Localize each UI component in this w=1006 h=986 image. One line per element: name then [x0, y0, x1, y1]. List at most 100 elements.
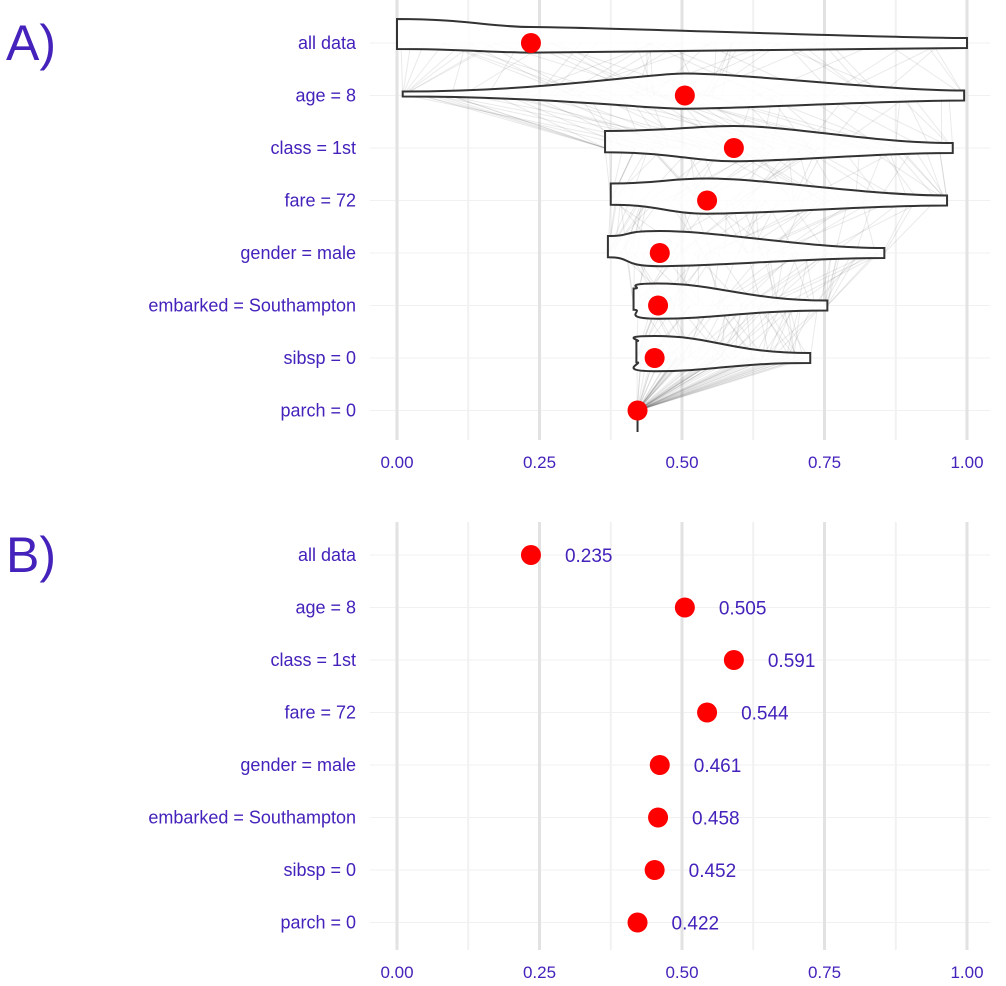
panel-a-transition-line: [764, 305, 800, 359]
panel-a-x-tick-labels: 0.00 0.25 0.50 0.75 1.00: [380, 453, 983, 472]
panel-a-transition-line: [904, 95, 931, 149]
panel-a-transition-line: [785, 305, 801, 359]
panel-a-transition-line: [826, 252, 859, 306]
panel-a-transition-line: [760, 305, 797, 359]
panel-a-transition-line: [794, 252, 871, 306]
panel-a-label-embarked-southampton: embarked = Southampton: [148, 296, 356, 316]
panel-a-transition-line: [402, 42, 445, 96]
panel-a-transition-line: [770, 305, 794, 359]
panel-a-label-sibsp-0: sibsp = 0: [283, 348, 356, 368]
panel-b-x-tick-label: 0.75: [808, 963, 841, 982]
panel-a-transition-line: [402, 42, 464, 96]
panel-a-transition-line: [766, 305, 789, 359]
panel-a-transition-line: [637, 357, 770, 411]
panel-b-point-gender-male: [649, 755, 670, 775]
panel-b-label-embarked-southampton: embarked = Southampton: [148, 808, 356, 828]
panel-b-points: [520, 545, 744, 933]
panel-a-violin-class-1st: [604, 124, 954, 163]
panel-a-transition-line: [777, 252, 799, 306]
panel-b-value-label-class-1st: 0.591: [768, 651, 816, 672]
panel-b-x-tick-label: 0.50: [665, 963, 698, 982]
panel-b-label-parch-0: parch = 0: [280, 913, 356, 933]
panel-a-x-tick-label: 0.75: [808, 453, 841, 472]
panel-a-transition-line: [813, 252, 860, 306]
panel-a-transition-line: [637, 357, 785, 411]
panel-a-transition-line: [897, 95, 954, 149]
panel-b-label-age-8: age = 8: [295, 598, 356, 618]
panel-b-category-labels: all data age = 8 class = 1st fare = 72 gende…: [148, 545, 357, 933]
panel-b-point-fare-72: [697, 702, 718, 723]
panel-a-transition-line: [637, 357, 782, 411]
panel-b-point-sibsp-0: [644, 860, 665, 880]
panel-a-transition-line: [402, 42, 412, 96]
panel-a-transition-line: [451, 42, 467, 96]
panel-a-mean-point-age-8: [674, 85, 695, 106]
panel-a-label-gender-male: gender = male: [240, 243, 356, 263]
panel-a-transition-line: [866, 147, 948, 201]
panel-a-violin-gender-male: [606, 229, 886, 268]
panel-a-transition-line: [786, 305, 814, 359]
panel-b-x-tick-label: 0.00: [380, 963, 413, 982]
panel-b-grid: [370, 522, 990, 950]
panel-a-transition-line: [844, 95, 953, 149]
panel-a-category-labels: all data age = 8 class = 1st fare = 72 gende…: [148, 33, 357, 421]
panel-a-transition-line: [948, 95, 954, 149]
panel-a-transition-line: [879, 147, 919, 201]
panel-a-label-age-8: age = 8: [295, 86, 356, 106]
panel-b-value-labels: 0.235 0.505 0.591 0.544 0.461 0.458 0.452 0.422: [565, 546, 815, 935]
panel-a-transition-line: [450, 95, 606, 149]
panel-a-transition-line: [761, 305, 823, 359]
panel-a-tag: A): [6, 15, 56, 71]
panel-a-label-parch-0: parch = 0: [280, 401, 356, 421]
panel-a-transition-line: [824, 252, 832, 306]
panel-a-transition-line: [780, 252, 883, 306]
panel-a-transition-line: [911, 95, 954, 149]
panel-b-value-label-parch-0: 0.422: [672, 914, 720, 935]
panel-b-value-label-all-data: 0.235: [565, 546, 613, 567]
panel-b-point-age-8: [674, 597, 695, 618]
panel-a-transition-line: [769, 252, 829, 306]
panel-b-x-tick-label: 1.00: [950, 963, 983, 982]
panel-a-transition-line: [861, 200, 876, 254]
panel-a-transition-line: [938, 147, 948, 201]
panel-a-transition-line: [637, 357, 777, 411]
panel-b-label-gender-male: gender = male: [240, 755, 356, 775]
panel-a-violin-embarked-southampton: [632, 282, 829, 320]
panel-a-transition-line: [804, 252, 816, 306]
panel-a-transition-line: [823, 252, 853, 306]
panel-b-point-class-1st: [723, 650, 744, 670]
panel-a-transition-line: [826, 252, 838, 306]
panel-a-transition-line: [826, 252, 876, 306]
panel-a-transition-line: [826, 252, 879, 306]
panel-a-transition-line: [762, 305, 771, 359]
panel-b-point-parch-0: [627, 912, 648, 933]
panel-a-transition-line: [931, 42, 965, 96]
panel-a-transition-line: [793, 305, 802, 359]
panel-a-transition-line: [782, 305, 796, 359]
panel-b-value-label-embarked-southampton: 0.458: [692, 809, 740, 830]
panel-a-transition-line: [826, 252, 841, 306]
panel-a-mean-point-sibsp-0: [644, 348, 665, 368]
panel-a-transition-line: [938, 147, 948, 201]
panel-a-x-tick-label: 0.00: [380, 453, 413, 472]
panel-a-transition-line: [431, 95, 606, 149]
panel-a-transition-line: [637, 357, 809, 411]
panel-b-label-sibsp-0: sibsp = 0: [283, 860, 356, 880]
panel-b: 0.235 0.505 0.591 0.544 0.461 0.458 0.452 0.422…: [6, 522, 990, 982]
panel-a-x-tick-label: 1.00: [950, 453, 983, 472]
panel-a-x-tick-label: 0.50: [665, 453, 698, 472]
panel-a-transition-line: [402, 42, 475, 96]
panel-a-transition-line: [897, 147, 948, 201]
panel-a-violin-fare-72: [609, 177, 949, 215]
panel-a-transition-line: [757, 305, 771, 359]
panel-a-transition-line: [400, 42, 404, 96]
panel-a-transition-line: [855, 200, 874, 254]
panel-b-x-tick-labels: 0.00 0.25 0.50 0.75 1.00: [380, 963, 983, 982]
panel-a-transition-line: [637, 357, 790, 411]
panel-a-label-fare-72: fare = 72: [284, 191, 356, 211]
panel-a-transition-line: [912, 147, 948, 201]
panel-a-transition-line: [771, 305, 823, 359]
panel-b-tag: B): [6, 527, 56, 583]
panel-a-transition-line: [637, 357, 805, 411]
